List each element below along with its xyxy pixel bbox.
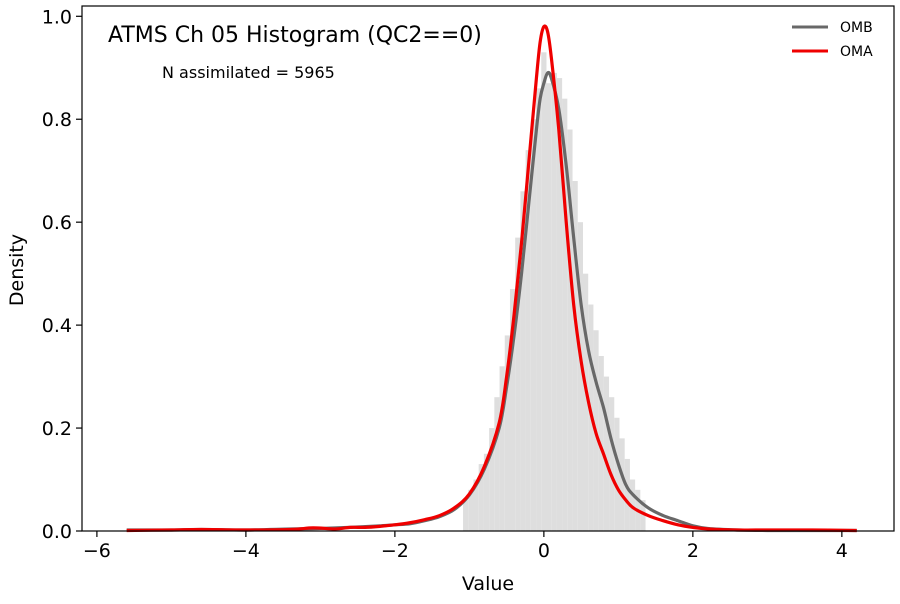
histogram-bar [494, 397, 500, 531]
histogram-bar [577, 222, 583, 531]
density-curves [126, 24, 857, 533]
y-tick-label: 0.2 [42, 418, 72, 440]
x-axis-label: Value [462, 573, 514, 595]
histogram-bar [598, 356, 604, 531]
x-tick-label: −6 [83, 540, 111, 562]
plot-frame [81, 5, 895, 532]
series-line-oma [126, 24, 857, 533]
histogram-bar [562, 98, 568, 532]
histogram-bar [473, 479, 479, 531]
histogram-bar [546, 83, 552, 532]
histogram-bar [520, 191, 526, 532]
histogram-bar [489, 428, 495, 531]
histogram-bar [551, 72, 557, 531]
histogram-bar [509, 289, 516, 531]
histogram-bar [530, 119, 537, 532]
histogram-bar [582, 273, 589, 531]
x-tick-label: 0 [538, 540, 550, 562]
histogram-bar [541, 52, 547, 531]
x-axis-ticks: −6 −4 −2 0 2 4 [83, 531, 848, 562]
histogram-bar [572, 181, 578, 531]
legend: OMB OMA [792, 20, 873, 60]
histogram-bar [624, 458, 630, 531]
histogram-bar [483, 453, 490, 531]
assimilated-count-annotation: N assimilated = 5965 [162, 63, 335, 82]
y-tick-label: 0.0 [42, 521, 72, 543]
histogram-bar [468, 489, 474, 531]
legend-oma-label: OMA [840, 44, 873, 60]
y-tick-label: 1.0 [42, 6, 72, 28]
histogram-bar [556, 78, 563, 531]
y-tick-label: 0.6 [42, 212, 72, 234]
y-axis-ticks: 0.0 0.2 0.4 0.6 0.8 1.0 [42, 6, 82, 543]
x-tick-label: −2 [381, 540, 409, 562]
y-axis-label: Density [6, 234, 28, 306]
histogram-bar [478, 464, 484, 531]
histogram-bar [463, 500, 469, 531]
histogram-bar [609, 397, 615, 531]
histogram-bar [499, 366, 505, 531]
y-tick-label: 0.8 [42, 109, 72, 131]
histogram-bar [619, 438, 625, 531]
x-tick-label: −4 [232, 540, 260, 562]
histogram-bar [640, 500, 646, 531]
x-tick-label: 2 [687, 540, 699, 562]
histogram-bar [515, 237, 521, 531]
histogram-bar [614, 417, 620, 531]
histogram-bar [504, 335, 510, 531]
histogram-bar [603, 376, 610, 531]
histogram-bar [567, 129, 573, 531]
histogram-bar [525, 150, 531, 531]
x-tick-label: 4 [836, 540, 848, 562]
chart-title: ATMS Ch 05 Histogram (QC2==0) [108, 23, 482, 48]
histogram-bar [536, 88, 542, 531]
legend-omb-label: OMB [840, 20, 873, 36]
y-tick-label: 0.4 [42, 315, 72, 337]
